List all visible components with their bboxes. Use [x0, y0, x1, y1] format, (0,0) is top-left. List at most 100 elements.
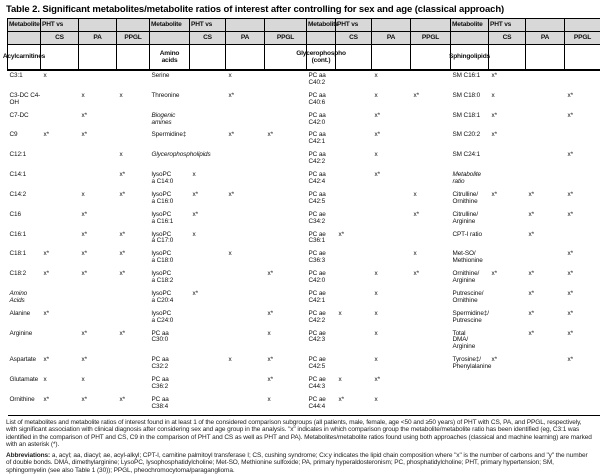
mark-cell-ppgl: x*	[265, 375, 307, 395]
mark-cell-cs	[489, 210, 526, 230]
mark-cell-ppgl	[411, 395, 451, 415]
mark-cell-cs	[41, 91, 79, 111]
mark-cell-cs	[336, 269, 372, 289]
mark-cell-ppgl: x*	[265, 355, 307, 375]
metabolite-name-cell: PC ae C42:1	[307, 289, 336, 309]
metabolite-name-cell: C3-DC C4- OH	[8, 91, 41, 111]
metabolite-name-cell: C14:1	[8, 170, 41, 190]
mark-cell-ppgl: x	[411, 249, 451, 269]
mark-cell-pa: x*	[79, 210, 117, 230]
metabolite-name-cell: C9	[8, 130, 41, 150]
mark-cell-cs: x	[41, 375, 79, 395]
mark-cell-pa: x*	[372, 375, 411, 395]
empty-mark-cell	[526, 375, 565, 395]
mark-cell-pa	[79, 150, 117, 170]
column-header-metabolite: Metabolite	[150, 19, 190, 32]
group-category-header-acylcarnitines: Acylcarnitines	[8, 45, 41, 71]
mark-cell-pa	[526, 130, 565, 150]
mark-cell-ppgl	[265, 210, 307, 230]
metabolite-name-cell: Spermidine‡	[150, 130, 190, 150]
mark-cell-cs	[190, 395, 226, 415]
metabolite-name-cell: C3:1	[8, 70, 41, 91]
mark-cell-ppgl: x	[265, 395, 307, 415]
mark-cell-ppgl: x*	[565, 190, 600, 210]
column-header-cs: CS	[489, 32, 526, 45]
metabolite-name-cell: lysoPC a C14:0	[150, 170, 190, 190]
metabolite-name-cell: PC aa C42:0	[307, 111, 336, 131]
header-blank	[489, 45, 526, 71]
mark-cell-cs	[336, 150, 372, 170]
metabolite-name-cell: PC ae C34:2	[307, 210, 336, 230]
mark-cell-pa: x*	[526, 269, 565, 289]
column-header-pa: PA	[226, 32, 265, 45]
category-cell: Amino Acids	[8, 289, 150, 309]
metabolite-name-cell: Spermidine‡/ Putrescine	[451, 309, 489, 329]
mark-cell-pa	[526, 150, 565, 170]
mark-cell-pa	[226, 309, 265, 329]
mark-cell-cs: x	[190, 230, 226, 250]
metabolite-name-cell: PC ae C42:0	[307, 269, 336, 289]
mark-cell-pa	[526, 91, 565, 111]
mark-cell-ppgl	[265, 289, 307, 309]
metabolite-name-cell: lysoPC a C18:0	[150, 249, 190, 269]
metabolite-name-cell: PC ae C42:3	[307, 329, 336, 356]
column-header-pht-vs: PHT vs	[489, 19, 526, 32]
mark-cell-pa: x*	[526, 309, 565, 329]
mark-cell-ppgl	[117, 355, 150, 375]
metabolite-name-cell: Ornithine/ Arginine	[451, 269, 489, 289]
metabolite-name-cell: PC aa C42:4	[307, 170, 336, 190]
metabolite-name-cell: Citrulline/ Arginine	[451, 210, 489, 230]
mark-cell-ppgl: x	[117, 91, 150, 111]
mark-cell-ppgl: x*	[565, 150, 600, 170]
mark-cell-ppgl: x*	[411, 91, 451, 111]
category-cell: Glycerophospholipids	[150, 150, 307, 170]
mark-cell-pa: x	[372, 150, 411, 170]
mark-cell-pa: x	[372, 289, 411, 309]
mark-cell-ppgl	[411, 355, 451, 375]
header-blank	[372, 45, 411, 71]
mark-cell-ppgl	[411, 130, 451, 150]
mark-cell-pa	[372, 230, 411, 250]
mark-cell-cs: x	[336, 309, 372, 329]
empty-name-cell	[451, 395, 489, 415]
mark-cell-pa	[226, 395, 265, 415]
mark-cell-cs	[336, 249, 372, 269]
metabolite-name-cell: SM C16:1	[451, 70, 489, 91]
mark-cell-cs	[41, 190, 79, 210]
mark-cell-ppgl	[265, 230, 307, 250]
column-header-pa: PA	[372, 32, 411, 45]
header-blank	[336, 45, 372, 71]
mark-cell-ppgl	[411, 70, 451, 91]
mark-cell-cs: x*	[41, 395, 79, 415]
metabolite-name-cell: PC aa C38:4	[150, 395, 190, 415]
mark-cell-ppgl	[411, 170, 451, 190]
metabolite-name-cell: Arginine	[8, 329, 41, 356]
header-blank	[8, 32, 41, 45]
mark-cell-pa	[526, 355, 565, 375]
mark-cell-cs: x*	[489, 355, 526, 375]
column-header-metabolite: Metabolite	[451, 19, 489, 32]
mark-cell-cs	[41, 210, 79, 230]
metabolite-name-cell: PC ae C36:3	[307, 249, 336, 269]
empty-mark-cell	[489, 395, 526, 415]
metabolite-name-cell: PC aa C42:5	[307, 190, 336, 210]
mark-cell-cs	[190, 309, 226, 329]
metabolite-name-cell: Citrulline/ Ornithine	[451, 190, 489, 210]
mark-cell-cs	[489, 289, 526, 309]
mark-cell-pa	[79, 170, 117, 190]
mark-cell-cs: x	[336, 375, 372, 395]
mark-cell-pa	[79, 309, 117, 329]
mark-cell-cs	[489, 309, 526, 329]
mark-cell-ppgl	[117, 111, 150, 131]
header-blank	[79, 45, 117, 71]
column-header-ppgl: PPGL	[565, 32, 600, 45]
mark-cell-cs: x*	[190, 210, 226, 230]
column-header-pa: PA	[526, 32, 565, 45]
mark-cell-cs	[190, 130, 226, 150]
abbreviations-label: Abbreviations:	[6, 452, 50, 459]
column-header-metabolite: Metabolite	[307, 19, 336, 32]
